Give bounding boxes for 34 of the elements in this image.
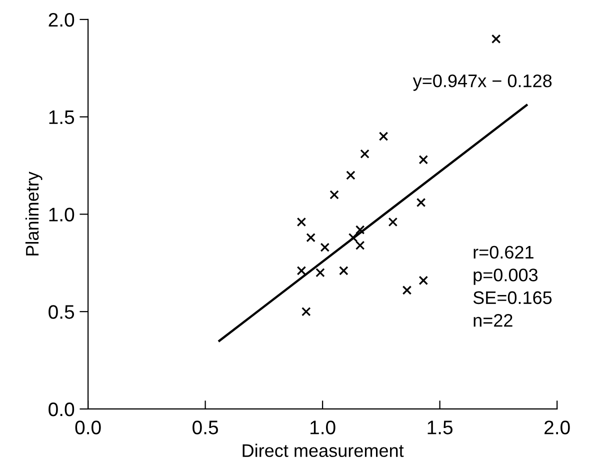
point xyxy=(316,268,325,278)
y-tick-label: 2.0 xyxy=(48,12,74,27)
point xyxy=(339,266,348,276)
x-tick-label: 0.5 xyxy=(192,420,218,434)
point xyxy=(330,190,339,200)
y-tick-label: 1.5 xyxy=(49,110,74,124)
point xyxy=(355,240,365,250)
point xyxy=(416,198,426,208)
y-tick-label: 0.0 xyxy=(48,402,74,416)
point xyxy=(348,232,358,242)
y-tick-label: 1.0 xyxy=(49,208,74,222)
point xyxy=(388,217,398,227)
point xyxy=(296,266,306,276)
point xyxy=(378,132,388,141)
y-axis-title: Planimetry xyxy=(25,172,42,256)
x-axis-title: Direct measurement xyxy=(242,444,404,458)
point xyxy=(320,242,330,252)
x-tick-label: 2.0 xyxy=(544,420,570,434)
point xyxy=(418,155,428,164)
point xyxy=(418,276,428,286)
y-tick-label: 0.5 xyxy=(48,305,74,319)
point xyxy=(402,286,412,295)
point xyxy=(491,34,501,44)
point xyxy=(346,170,356,180)
point xyxy=(360,149,370,158)
x-tick-label: 1.0 xyxy=(310,420,336,434)
point xyxy=(355,225,365,234)
annotation: r=0.621 p=0.003 SE=0.165 n=22 xyxy=(473,246,552,327)
point xyxy=(302,306,311,316)
point xyxy=(296,217,306,227)
x-tick-label: 0.0 xyxy=(75,420,101,434)
point xyxy=(306,232,316,242)
x-tick-label: 1.5 xyxy=(428,420,453,434)
annotation: y=0.947x − 0.128 xyxy=(412,74,552,91)
